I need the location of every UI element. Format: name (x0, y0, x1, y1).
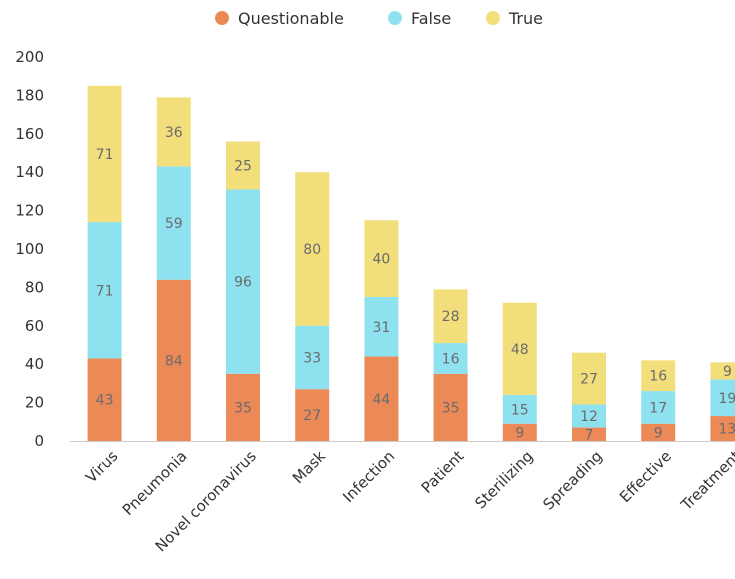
data-label: 17 (649, 400, 667, 416)
data-label: 35 (442, 400, 460, 416)
bar-segment-true (226, 141, 260, 190)
y-tick-label: 0 (34, 432, 44, 450)
data-label: 36 (165, 125, 183, 141)
x-tick-label: Virus (82, 447, 121, 486)
data-label: 44 (372, 392, 390, 408)
y-tick-label: 180 (15, 86, 44, 104)
data-label: 96 (234, 275, 252, 291)
bar-segment-questionable (502, 423, 537, 441)
data-label: 71 (96, 147, 114, 163)
bar-segment-false (156, 166, 191, 280)
data-label: 35 (234, 400, 252, 416)
x-tick-label: Sterilizing (471, 447, 536, 512)
x-tick-label: Spreading (539, 447, 605, 513)
data-label: 9 (515, 425, 524, 441)
y-tick-label: 120 (15, 202, 44, 220)
legend-marker-true (486, 11, 500, 25)
y-tick-label: 160 (15, 125, 44, 143)
bar-segment-questionable (87, 358, 122, 441)
y-tick-label: 40 (25, 355, 44, 373)
x-tick-label: Patient (418, 447, 468, 497)
legend-label: True (508, 9, 543, 28)
bar-segment-false (641, 391, 676, 424)
bar-segment-true (156, 97, 191, 167)
data-label: 25 (234, 158, 252, 174)
bar-segment-false (295, 325, 330, 390)
data-label: 9 (723, 364, 732, 380)
bar-segment-questionable (156, 279, 191, 441)
bars: 43 71 71 84 59 36 35 96 25 27 33 80 44 31 40 35 16 28 9 15 4… (87, 85, 735, 443)
data-label: 7 (585, 427, 594, 443)
y-tick-label: 80 (25, 278, 44, 296)
bar-segment-true (502, 302, 537, 395)
bar-segment-false (226, 189, 260, 374)
data-label: 28 (442, 309, 460, 325)
y-tick-label: 100 (15, 240, 44, 258)
data-label: 19 (718, 391, 735, 407)
bar-segment-true (572, 352, 606, 405)
data-label: 13 (718, 422, 735, 438)
x-tick-label: Effective (616, 447, 675, 506)
legend-label: Questionable (238, 9, 344, 28)
x-tick-label: Pneumonia (119, 447, 191, 519)
bar-segment-questionable (364, 356, 399, 441)
data-label: 59 (165, 216, 183, 232)
y-axis: 0 20 40 60 80 100 120 140 160 180 200 (15, 48, 44, 450)
bar-segment-questionable (572, 427, 606, 441)
data-label: 71 (96, 283, 114, 299)
y-tick-label: 140 (15, 163, 44, 181)
bar-segment-false (87, 222, 122, 359)
legend-marker-false (388, 11, 402, 25)
legend-label: False (411, 9, 451, 28)
bar-segment-questionable (433, 373, 468, 441)
x-tick-label: Infection (339, 447, 398, 506)
x-tick-label: Treatment (677, 447, 735, 514)
y-tick-label: 200 (15, 48, 44, 66)
data-label: 43 (96, 393, 114, 409)
data-label: 80 (303, 242, 321, 258)
y-tick-label: 20 (25, 394, 44, 412)
data-label: 16 (649, 369, 667, 385)
data-label: 40 (372, 252, 390, 268)
data-label: 9 (654, 425, 663, 441)
bar-segment-true (433, 289, 468, 344)
data-label: 15 (511, 402, 529, 418)
bar-segment-true (710, 362, 735, 380)
bar-segment-false (572, 404, 606, 428)
legend: Questionable False True (215, 9, 543, 28)
bar-segment-false (502, 394, 537, 424)
bar-segment-questionable (641, 423, 676, 441)
data-label: 31 (372, 320, 390, 336)
bar-segment-false (433, 343, 468, 374)
bar-segment-questionable (710, 416, 735, 441)
bar-segment-true (87, 85, 122, 223)
data-label: 27 (580, 372, 598, 388)
data-label: 84 (165, 353, 183, 369)
data-label: 27 (303, 408, 321, 424)
bar-segment-questionable (226, 373, 260, 441)
bar-segment-false (710, 379, 735, 417)
data-label: 16 (442, 351, 460, 367)
bar-segment-true (641, 360, 676, 392)
data-label: 12 (580, 409, 598, 425)
bar-segment-true (364, 220, 399, 297)
data-label: 48 (511, 342, 529, 358)
bar-segment-true (295, 172, 330, 326)
bar-segment-false (364, 297, 399, 357)
bar-segment-questionable (295, 389, 330, 441)
y-tick-label: 60 (25, 317, 44, 335)
x-tick-label: Mask (289, 447, 329, 487)
data-label: 33 (303, 350, 321, 366)
legend-marker-questionable (215, 11, 229, 25)
